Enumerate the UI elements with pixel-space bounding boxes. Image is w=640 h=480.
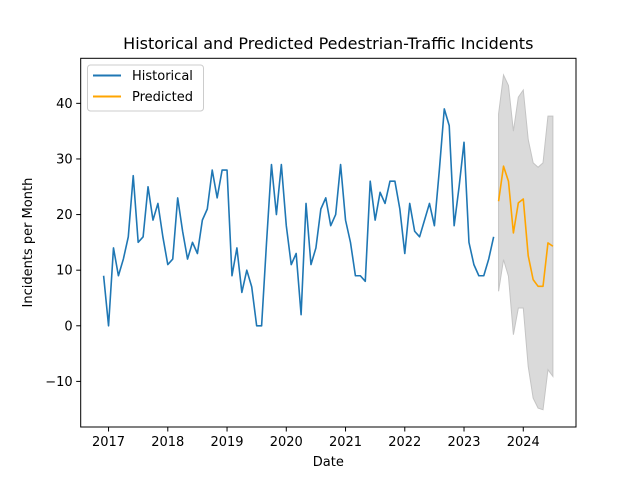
plot-area [102, 73, 554, 411]
x-tick-label: 2019 [210, 435, 243, 450]
series-line-historical [102, 108, 495, 327]
y-axis-label: Incidents per Month [21, 178, 36, 308]
x-tick-label: 2024 [507, 435, 540, 450]
legend-label-predicted: Predicted [132, 90, 193, 105]
lines-layer [102, 108, 554, 327]
axes-frame [80, 57, 577, 428]
x-tick-label: 2023 [447, 435, 480, 450]
y-tick-label: 30 [56, 152, 73, 167]
x-axis-label: Date [313, 455, 344, 470]
confidence-interval-layer [498, 73, 554, 411]
legend-label-historical: Historical [132, 69, 193, 84]
x-tick-label: 2021 [329, 435, 362, 450]
x-tick-label: 2017 [92, 435, 125, 450]
legend: Historical Predicted [87, 64, 204, 112]
x-axis: 2017 2018 2019 2020 2021 2022 2023 2024 [92, 427, 540, 450]
x-tick-label: 2018 [151, 435, 184, 450]
y-tick-label: −10 [45, 375, 72, 390]
x-tick-label: 2022 [388, 435, 421, 450]
y-tick-label: 10 [56, 264, 73, 279]
chart-title: Historical and Predicted Pedestrian-Traf… [123, 34, 533, 53]
y-tick-label: 20 [56, 208, 73, 223]
y-tick-label: 40 [56, 97, 73, 112]
confidence-interval-band [498, 73, 554, 411]
x-tick-label: 2020 [270, 435, 303, 450]
y-axis: −10 0 10 20 30 40 [45, 97, 81, 390]
series-line-predicted [497, 165, 554, 288]
y-tick-label: 0 [64, 319, 72, 334]
